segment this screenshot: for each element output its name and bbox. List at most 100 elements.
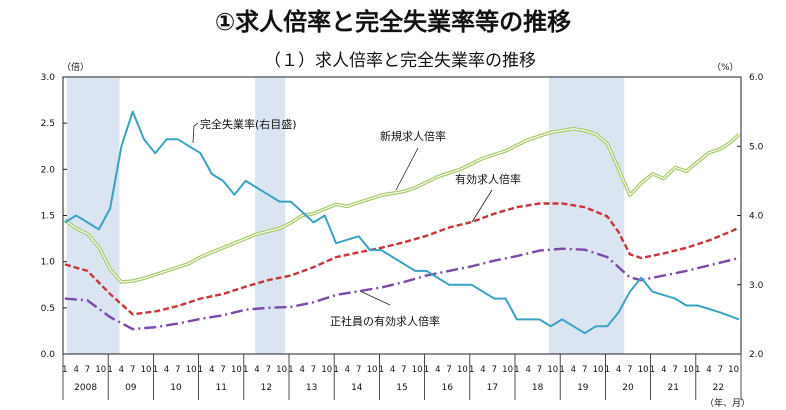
month-tick-label: 4: [616, 365, 621, 375]
annotation-effective: 有効求人倍率: [455, 172, 521, 186]
month-tick-label: 7: [130, 365, 135, 375]
month-tick-label: 4: [254, 365, 259, 375]
year-label: 15: [396, 383, 407, 393]
annotation-new-openings: 新規求人倍率: [380, 129, 446, 143]
month-tick-label: 7: [266, 365, 271, 375]
month-tick-label: 10: [593, 365, 604, 375]
year-label: 11: [215, 383, 226, 393]
month-tick-label: 4: [480, 365, 485, 375]
month-tick-label: 1: [107, 365, 112, 375]
annotation-arrow-new-openings: [395, 147, 419, 191]
month-tick-label: 7: [311, 365, 316, 375]
month-tick-label: 1: [650, 365, 655, 375]
year-label: 16: [441, 383, 453, 393]
year-label: 20: [622, 383, 634, 393]
month-tick-label: 1: [243, 365, 248, 375]
right-tick-label: 4.0: [749, 212, 764, 222]
month-tick-label: 10: [638, 365, 649, 375]
month-tick-label: 10: [502, 365, 513, 375]
month-tick-label: 7: [582, 365, 587, 375]
month-tick-label: 4: [299, 365, 304, 375]
year-label: 14: [351, 383, 363, 393]
month-tick-label: 7: [718, 365, 723, 375]
year-label: 13: [306, 383, 317, 393]
month-tick-label: 1: [514, 365, 519, 375]
month-tick-label: 4: [571, 365, 576, 375]
month-tick-label: 1: [379, 365, 384, 375]
year-label: 09: [125, 383, 137, 393]
right-tick-label: 2.0: [749, 350, 764, 360]
year-label: 2008: [74, 383, 97, 393]
right-tick-label: 6.0: [749, 73, 764, 83]
left-tick-label: 0.0: [41, 350, 56, 360]
left-tick-label: 2.0: [41, 165, 56, 175]
month-tick-label: 10: [728, 365, 739, 375]
month-tick-label: 1: [605, 365, 610, 375]
year-label: 17: [487, 383, 498, 393]
series-line-new-openings: [63, 126, 741, 284]
left-tick-label: 3.0: [41, 73, 56, 83]
month-tick-label: 1: [153, 365, 158, 375]
month-tick-label: 1: [333, 365, 338, 375]
annotation-arrow-effective: [471, 189, 493, 223]
month-tick-label: 10: [412, 365, 423, 375]
month-tick-label: 4: [345, 365, 350, 375]
month-tick-label: 4: [164, 365, 169, 375]
month-tick-label: 10: [95, 365, 106, 375]
month-tick-label: 1: [424, 365, 429, 375]
recession-shade: [548, 77, 625, 354]
month-tick-label: 7: [220, 365, 225, 375]
month-tick-label: 7: [627, 365, 632, 375]
right-tick-label: 5.0: [749, 142, 764, 152]
year-label: 12: [261, 383, 272, 393]
month-tick-label: 7: [672, 365, 677, 375]
month-tick-label: 4: [390, 365, 395, 375]
month-tick-label: 1: [469, 365, 474, 375]
year-label: 10: [170, 383, 182, 393]
month-tick-label: 4: [525, 365, 530, 375]
month-tick-label: 1: [198, 365, 203, 375]
annotation-arrow-regular: [359, 290, 391, 306]
month-tick-label: 4: [209, 365, 214, 375]
month-tick-label: 10: [367, 365, 378, 375]
month-tick-label: 10: [457, 365, 468, 375]
chart-title: ①求人倍率と完全失業率等の推移: [215, 8, 571, 36]
month-tick-label: 4: [119, 365, 124, 375]
left-axis-unit: （倍）: [62, 61, 89, 73]
annotation-regular: 正社員の有効求人倍率: [330, 314, 440, 328]
left-tick-label: 1.5: [41, 212, 55, 222]
year-label: 21: [667, 383, 678, 393]
month-tick-label: 1: [288, 365, 293, 375]
month-tick-label: 4: [73, 365, 78, 375]
month-tick-label: 7: [446, 365, 451, 375]
month-tick-label: 4: [661, 365, 666, 375]
chart-subtitle: （１）求人倍率と完全失業率の推移: [264, 51, 536, 71]
month-tick-label: 7: [85, 365, 90, 375]
right-tick-label: 3.0: [749, 281, 764, 291]
month-tick-label: 1: [62, 365, 67, 375]
series-line-new-openings-inner: [64, 128, 740, 283]
month-tick-label: 10: [141, 365, 152, 375]
month-tick-label: 10: [186, 365, 197, 375]
plot-frame: [62, 76, 742, 355]
month-tick-label: 10: [321, 365, 332, 375]
annotation-arrow-unemployment: [192, 122, 199, 144]
month-tick-label: 4: [435, 365, 440, 375]
month-tick-label: 7: [175, 365, 180, 375]
month-tick-label: 10: [683, 365, 694, 375]
month-tick-label: 10: [276, 365, 287, 375]
year-label: 22: [713, 383, 724, 393]
left-tick-label: 0.5: [41, 304, 55, 314]
month-tick-label: 4: [706, 365, 711, 375]
series-line-effective: [64, 202, 740, 316]
series-line-regular: [64, 247, 740, 331]
series-line-unemployment: [64, 110, 740, 335]
month-tick-label: 7: [401, 365, 406, 375]
month-tick-label: 10: [231, 365, 242, 375]
right-axis-unit: （%）: [712, 62, 739, 73]
month-tick-label: 7: [492, 365, 497, 375]
month-tick-label: 7: [356, 365, 361, 375]
annotation-unemployment: 完全失業率(右目盛): [200, 117, 297, 131]
